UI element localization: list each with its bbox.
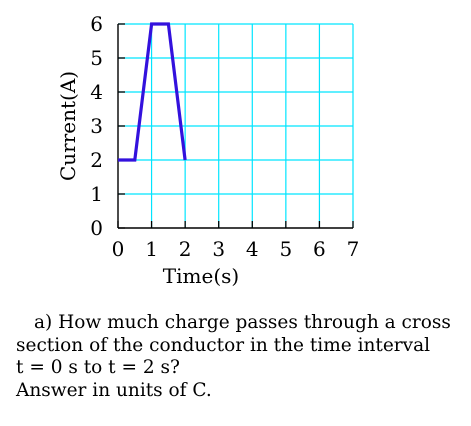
x-tick-label: 5	[279, 237, 292, 261]
x-tick-label: 4	[246, 237, 259, 261]
x-tick-label: 7	[347, 237, 360, 261]
y-tick-label: 0	[90, 216, 103, 240]
y-tick-label: 4	[90, 80, 103, 104]
x-tick-label: 2	[179, 237, 192, 261]
question-text: a) How much charge passes through a cros…	[16, 312, 461, 402]
x-tick-label: 1	[145, 237, 158, 261]
question-line-3: t = 0 s to t = 2 s?	[16, 357, 180, 378]
x-tick-label: 0	[112, 237, 125, 261]
y-axis-label: Current(A)	[56, 71, 80, 181]
y-tick-label: 1	[90, 182, 103, 206]
chart-grid	[118, 23, 354, 228]
current-series-line	[118, 22, 187, 162]
y-tick-label: 3	[90, 114, 103, 138]
x-axis-label: Time(s)	[163, 264, 239, 288]
data-series	[118, 22, 187, 162]
y-axis-ticks: 0 1 2 3 4 5 6	[90, 12, 125, 240]
x-tick-label: 3	[212, 237, 225, 261]
x-tick-label: 6	[313, 237, 326, 261]
question-line-4: Answer in units of C.	[16, 379, 212, 401]
y-tick-label: 6	[90, 12, 103, 36]
y-tick-label: 5	[90, 46, 103, 70]
y-tick-label: 2	[90, 148, 103, 172]
question-line-1: a) How much charge passes through a cros…	[34, 312, 451, 333]
question-line-2: section of the conductor in the time int…	[16, 334, 431, 356]
